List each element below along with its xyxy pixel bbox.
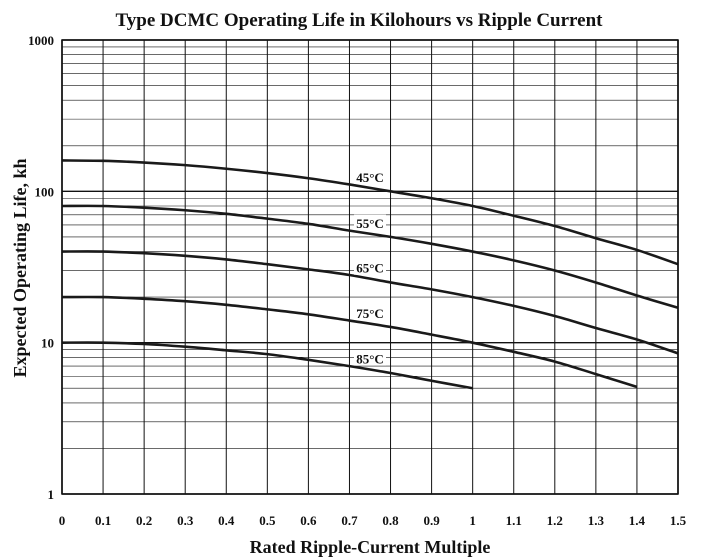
x-tick-label: 0.5 [259,513,276,528]
x-tick-label: 0.6 [300,513,317,528]
series-label: 45°C [356,170,384,185]
series-line [61,250,679,355]
series-line [61,341,473,390]
curve-layer [61,159,679,390]
series-label-bg [354,350,386,366]
x-tick-label: 1.1 [506,513,522,528]
series-label-bg [354,214,386,230]
series-label: 75°C [356,306,384,321]
x-tick-label: 0.8 [382,513,399,528]
x-tick-label: 1 [469,513,476,528]
series-line [61,204,679,310]
y-tick-label: 100 [35,184,55,199]
y-tick-label: 10 [41,336,54,351]
series-line [61,159,679,266]
series-label: 55°C [356,216,384,231]
chart-title: Type DCMC Operating Life in Kilohours vs… [116,10,604,31]
x-tick-label: 1.5 [670,513,687,528]
series-label-bg [354,304,386,320]
x-tick-label: 0.1 [95,513,111,528]
x-axis-title: Rated Ripple-Current Multiple [250,537,491,557]
x-tick-label: 0.7 [341,513,358,528]
plot-frame [61,39,679,495]
series-label-bg [354,168,386,184]
y-tick-label: 1000 [28,33,54,48]
x-tick-label: 0.9 [423,513,440,528]
x-tick-label: 0 [59,513,66,528]
x-tick-label: 0.2 [136,513,152,528]
series-label: 85°C [356,352,384,367]
x-tick-label: 0.3 [177,513,194,528]
x-tick-label: 0.4 [218,513,235,528]
y-tick-label: 1 [48,487,55,502]
tick-label-layer: 0 0.1 0.2 0.3 0.4 0.5 0.6 0.7 0.8 0.9 1 1.1 1.2 1.3 1.… [28,33,687,528]
x-tick-label: 1.3 [588,513,605,528]
series-line [61,295,638,389]
x-tick-label: 1.2 [547,513,563,528]
series-label-bg [354,259,386,275]
x-tick-label: 1.4 [629,513,646,528]
series-label: 65°C [356,261,384,276]
series-label-layer: 45°C 55°C 65°C 75°C 85°C [354,168,386,367]
y-axis-title: Expected Operating Life, kh [10,159,30,378]
grid-layer [61,39,679,495]
